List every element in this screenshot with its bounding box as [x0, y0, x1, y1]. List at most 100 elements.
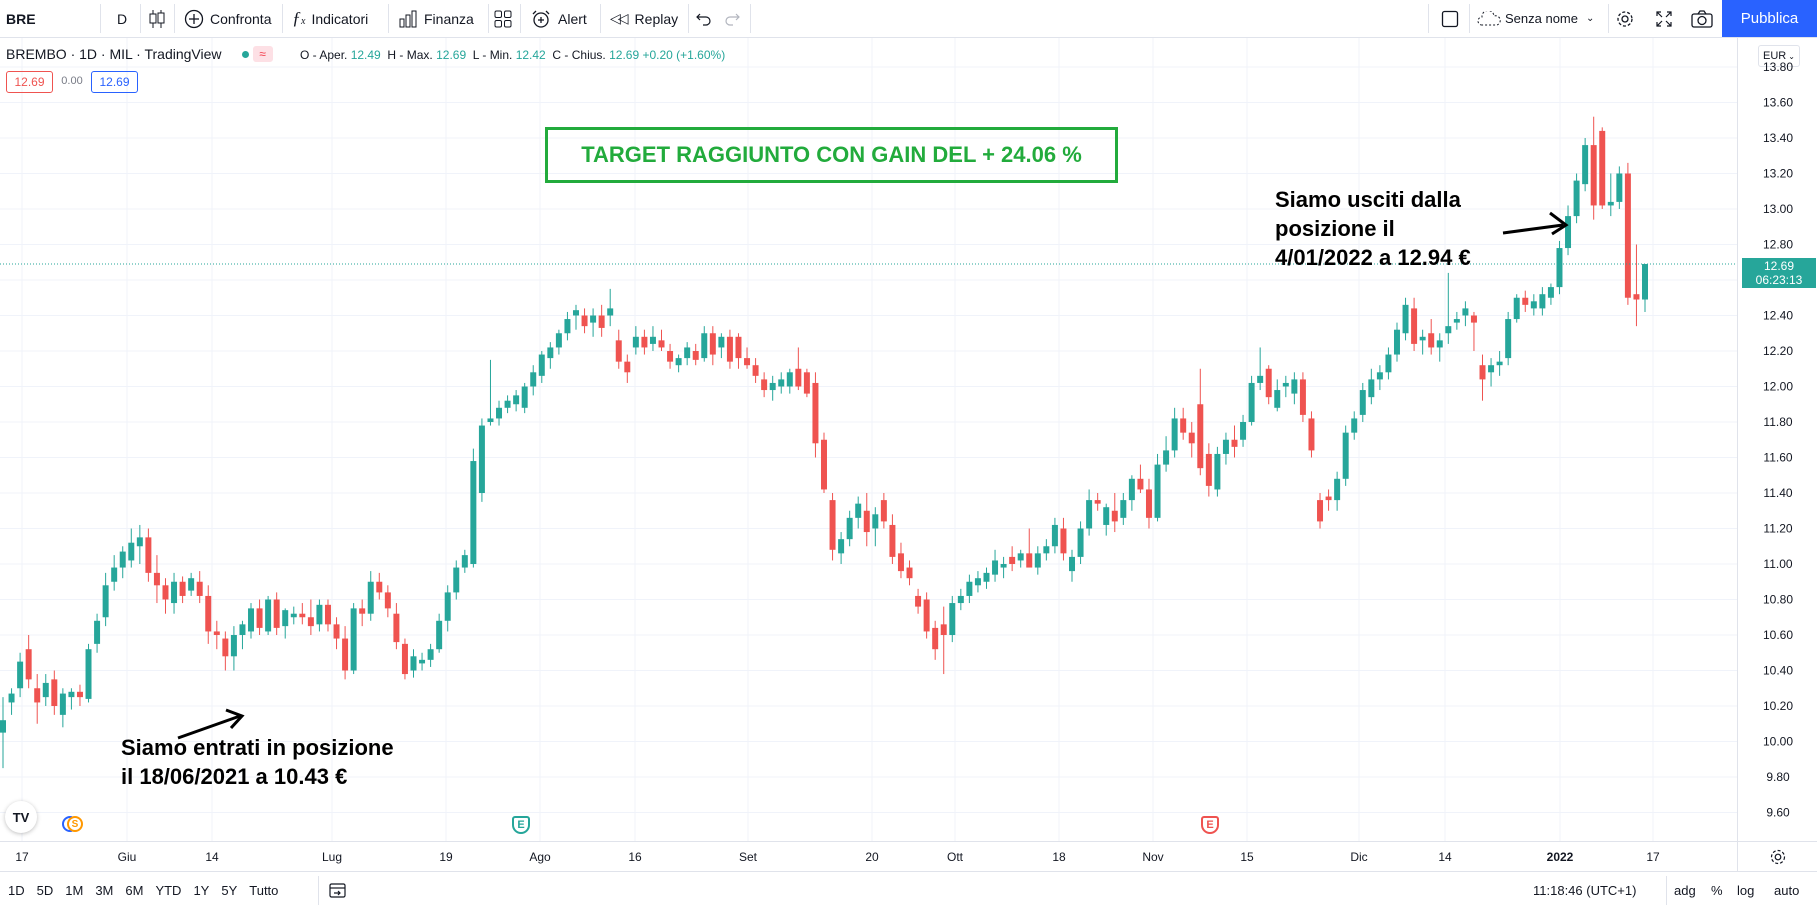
market-status[interactable]: ≈	[235, 46, 274, 62]
candle-body	[324, 604, 331, 625]
chart-type-button[interactable]	[146, 0, 168, 37]
candle-body	[1470, 315, 1477, 323]
tradingview-logo[interactable]: TV	[5, 801, 37, 833]
price-chart[interactable]	[0, 38, 1737, 841]
candle-body	[1436, 340, 1443, 348]
candle-body	[376, 581, 383, 593]
candle-body	[675, 358, 682, 366]
go-to-date-button[interactable]	[328, 872, 348, 908]
candle-body	[1479, 365, 1486, 380]
candle-body	[128, 542, 135, 561]
candle-body	[1282, 382, 1289, 387]
candle-body	[1000, 564, 1007, 568]
candle-body	[932, 627, 939, 650]
currency-button[interactable]: EUR ⌄	[1758, 45, 1800, 67]
log-scale-button[interactable]: log	[1737, 872, 1754, 908]
candle-body	[1582, 145, 1589, 185]
symbol-search[interactable]: BRE	[6, 0, 96, 37]
price-axis[interactable]: EUR⌄ 13.8013.6013.4013.2013.0012.8012.60…	[1737, 38, 1817, 841]
candle-body	[145, 537, 152, 573]
financials-button[interactable]: Finanza	[398, 0, 474, 37]
publish-button[interactable]: Pubblica	[1722, 0, 1817, 37]
earnings-event-icon[interactable]: E	[512, 816, 530, 834]
percent-scale-button[interactable]: %	[1711, 872, 1723, 908]
range-tutto[interactable]: Tutto	[249, 882, 279, 898]
templates-button[interactable]	[493, 0, 513, 37]
candle-body	[1188, 432, 1195, 444]
candle-body	[76, 691, 83, 698]
settings-button[interactable]	[1614, 0, 1636, 37]
candle-body	[1120, 500, 1127, 518]
range-1d[interactable]: 1D	[8, 882, 25, 898]
auto-label: auto	[1774, 882, 1800, 898]
bid-value: 12.69	[14, 75, 45, 89]
entry-annotation[interactable]: Siamo entrati in posizione il 18/06/2021…	[121, 733, 394, 791]
range-1y[interactable]: 1Y	[193, 882, 210, 898]
time-tick: Ago	[529, 850, 551, 864]
earnings-event-icon-upcoming[interactable]: E	[1201, 816, 1219, 834]
range-6m[interactable]: 6M	[125, 882, 144, 898]
alert-label: Alert	[558, 10, 587, 27]
candle-body	[136, 537, 143, 547]
fullscreen-icon	[1656, 10, 1672, 27]
symbol-legend: BREMBO · 1D · MIL · TradingView ≈	[6, 46, 274, 62]
candle-body	[752, 365, 759, 376]
range-1m[interactable]: 1M	[65, 882, 84, 898]
candle-body	[1428, 333, 1435, 348]
indicators-button[interactable]: ƒx Indicatori	[292, 0, 368, 37]
buy-button[interactable]: 12.69	[91, 71, 138, 93]
range-5d[interactable]: 5D	[36, 882, 54, 898]
range-5y[interactable]: 5Y	[221, 882, 238, 898]
low-label: L - Min.	[472, 48, 513, 62]
candle-body	[504, 400, 511, 408]
time-tick: 16	[628, 850, 642, 864]
clock-button[interactable]: 11:18:46 (UTC+1)	[1533, 872, 1636, 908]
adjust-button[interactable]: adg	[1674, 872, 1696, 908]
exit-annotation[interactable]: Siamo usciti dalla posizione il 4/01/202…	[1275, 185, 1471, 272]
candle-body	[1034, 553, 1041, 568]
range-ytd[interactable]: YTD	[155, 882, 182, 898]
candle-body	[239, 624, 246, 635]
replay-label: Replay	[634, 10, 679, 27]
candle-body	[1265, 368, 1272, 398]
undo-button[interactable]	[696, 0, 712, 37]
candle-body	[1171, 418, 1178, 451]
close-label: C - Chius.	[552, 48, 606, 62]
alert-button[interactable]: Alert	[530, 0, 587, 37]
candle-body	[1607, 201, 1614, 206]
auto-scale-button[interactable]: auto	[1774, 872, 1799, 908]
snapshot-button[interactable]	[1691, 0, 1713, 37]
candle-body	[1411, 308, 1418, 344]
candle-body	[34, 688, 41, 703]
gear-icon	[1770, 849, 1786, 865]
candle-body	[1060, 528, 1067, 554]
dividend-event-icon[interactable]: S	[67, 816, 83, 832]
redo-button[interactable]	[724, 0, 740, 37]
candle-body	[632, 336, 639, 348]
replay-button[interactable]: ◁◁ Replay	[610, 0, 678, 37]
candle-body	[1565, 216, 1572, 249]
chevron-down-icon: ⌄	[1586, 13, 1595, 24]
candle-body	[829, 500, 836, 550]
candle-body	[547, 347, 554, 359]
price-axis-labels: 13.8013.6013.4013.2013.0012.8012.6012.40…	[1763, 60, 1793, 820]
time-axis[interactable]: 17 Giu 14 Lug 19 Ago 16 Set 20 Ott 18 Nov 15 Dic 14 202…	[0, 841, 1737, 872]
candle-body	[709, 333, 716, 355]
financials-label: Finanza	[424, 10, 474, 27]
price-tick: 12.80	[1763, 238, 1793, 252]
price-tick: 10.80	[1763, 593, 1793, 607]
layout-name-button[interactable]: Senza nome ⌄	[1476, 0, 1594, 37]
compare-button[interactable]: Confronta	[183, 0, 271, 37]
layout-name-label: Senza nome	[1505, 11, 1578, 26]
sell-button[interactable]: 12.69	[6, 71, 53, 93]
target-annotation-box[interactable]: TARGET RAGGIUNTO CON GAIN DEL + 24.06 %	[545, 127, 1118, 183]
range-3m[interactable]: 3M	[95, 882, 114, 898]
select-tool-button[interactable]	[1440, 0, 1460, 37]
chart-settings-button[interactable]	[1737, 841, 1817, 872]
interval-button[interactable]: D	[112, 0, 132, 37]
redo-icon	[725, 13, 740, 26]
candle-body	[265, 599, 272, 632]
candle-body	[1359, 390, 1366, 415]
price-tick: 9.60	[1766, 806, 1790, 820]
fullscreen-button[interactable]	[1654, 0, 1674, 37]
